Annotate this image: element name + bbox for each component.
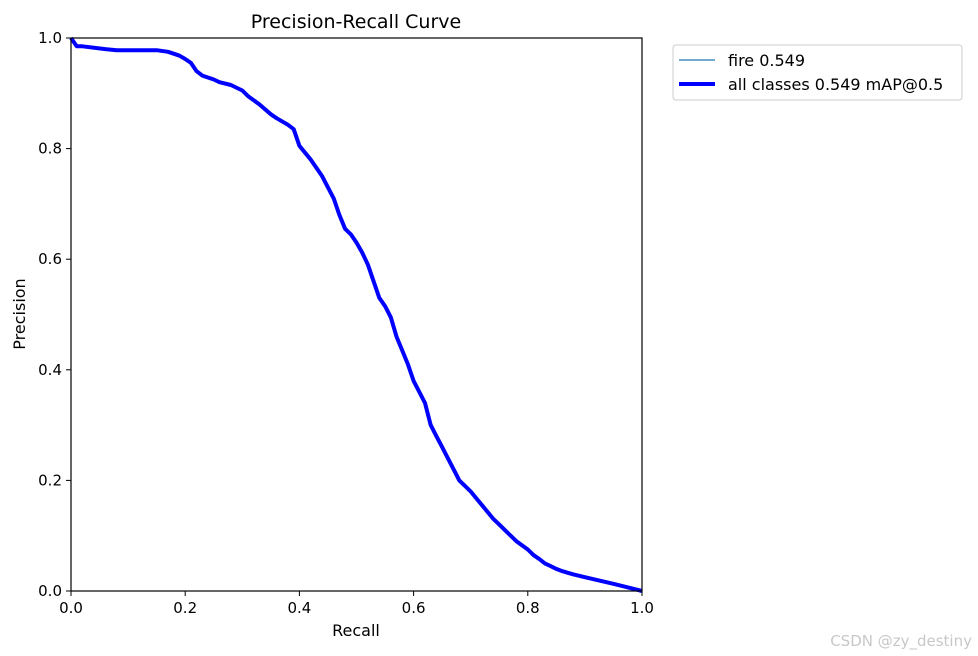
watermark: CSDN @zy_destiny: [830, 632, 972, 650]
y-tick-label: 0.4: [38, 361, 62, 379]
y-tick-label: 0.8: [38, 140, 62, 158]
chart-title: Precision-Recall Curve: [251, 11, 461, 33]
x-tick-label: 0.2: [173, 599, 197, 617]
y-tick-label: 0.2: [38, 471, 62, 489]
x-tick-label: 0.8: [516, 599, 540, 617]
series-line-1: [69, 36, 643, 593]
y-axis-label: Precision: [10, 278, 29, 349]
x-tick-label: 1.0: [630, 599, 654, 617]
series-layer: [69, 36, 643, 593]
x-tick-label: 0.4: [287, 599, 311, 617]
x-tick-label: 0.0: [59, 599, 83, 617]
y-tick-label: 1.0: [38, 29, 62, 47]
series-line-0: [70, 37, 643, 592]
legend-box: [672, 44, 963, 101]
legend: fire 0.549 all classes 0.549 mAP@0.5: [672, 44, 963, 101]
y-tick-label: 0.6: [38, 250, 62, 268]
y-tick-label: 0.0: [38, 582, 62, 600]
x-tick-label: 0.6: [402, 599, 426, 617]
plot-frame: [70, 37, 643, 592]
legend-label-fire: fire 0.549: [728, 51, 805, 70]
x-axis-label: Recall: [332, 621, 380, 640]
legend-label-all-classes: all classes 0.549 mAP@0.5: [728, 75, 943, 94]
x-axis-ticks: 0.0 0.2 0.4 0.6 0.8 1.0: [59, 591, 654, 617]
y-axis-ticks: 0.0 0.2 0.4 0.6 0.8 1.0: [38, 29, 71, 600]
